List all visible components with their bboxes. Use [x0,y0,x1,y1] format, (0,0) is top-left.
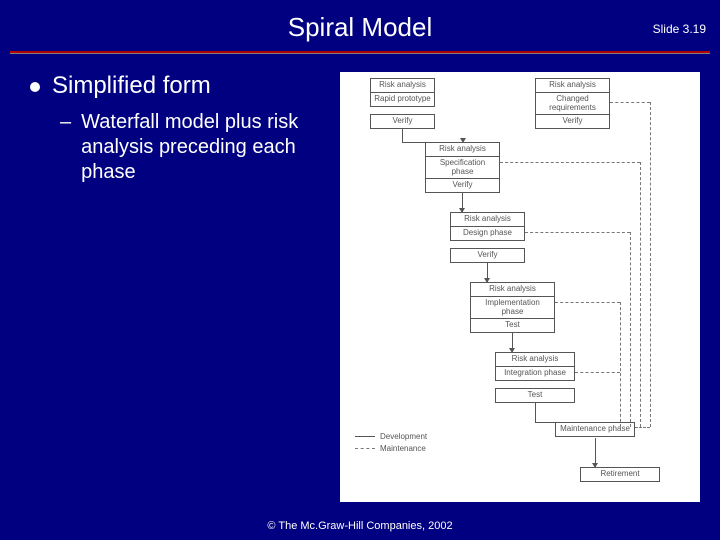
edge [402,142,425,143]
slide-title: Spiral Model [0,0,720,51]
node-test5: Test [495,388,575,403]
node-ra3: Risk analysis [450,212,525,227]
dashed-edge [525,232,630,233]
slide-footer: © The Mc.Graw-Hill Companies, 2002 [0,520,720,532]
edge [535,422,555,423]
solid-line-icon [355,436,375,437]
edge [402,128,403,142]
node-rapid: Rapid prototype [370,92,435,107]
dashed-edge [620,302,621,427]
spiral-diagram: Risk analysis Rapid prototype Verify Ris… [340,72,700,502]
node-verify1: Verify [370,114,435,129]
arrow-down-icon [460,138,466,143]
node-ra5: Risk analysis [495,352,575,367]
node-verify1b: Verify [535,114,610,129]
node-maint: Maintenance phase [555,422,635,437]
bullet-main-text: Simplified form [52,72,211,100]
dashed-edge [555,302,620,303]
arrow-down-icon [484,278,490,283]
node-integ: Integration phase [495,366,575,381]
content-area: Simplified form – Waterfall model plus r… [0,54,720,502]
dashed-edge [640,162,641,427]
node-ra4: Risk analysis [470,282,555,297]
node-retire: Retirement [580,467,660,482]
dashed-edge [630,232,631,427]
dashed-edge [635,427,650,428]
node-spec: Specification phase [425,156,500,180]
arrow-down-icon [509,348,515,353]
text-column: Simplified form – Waterfall model plus r… [30,72,330,502]
arrow-down-icon [592,463,598,468]
bullet-dash-icon: – [60,110,71,134]
arrow-down-icon [459,208,465,213]
dashed-edge [610,102,650,103]
node-changed: Changed requirements [535,92,610,116]
bullet-dot-icon [30,82,40,92]
node-verify2: Verify [425,178,500,193]
node-impl: Implementation phase [470,296,555,320]
bullet-main: Simplified form [30,72,330,100]
edge [535,402,536,422]
dashed-edge [650,102,651,427]
bullet-sub: – Waterfall model plus risk analysis pre… [60,110,330,185]
legend-dev: Development [380,432,427,441]
node-verify3: Verify [450,248,525,263]
dashed-line-icon [355,448,375,449]
bullet-sub-text: Waterfall model plus risk analysis prece… [81,110,330,185]
legend: Development Maintenance [355,432,427,453]
node-ra1: Risk analysis [370,78,435,93]
dashed-edge [500,162,640,163]
dashed-edge [575,372,620,373]
node-ra1b: Risk analysis [535,78,610,93]
legend-maint: Maintenance [380,444,426,453]
node-design: Design phase [450,226,525,241]
node-ra2: Risk analysis [425,142,500,157]
slide-number: Slide 3.19 [653,22,706,36]
node-test4: Test [470,318,555,333]
